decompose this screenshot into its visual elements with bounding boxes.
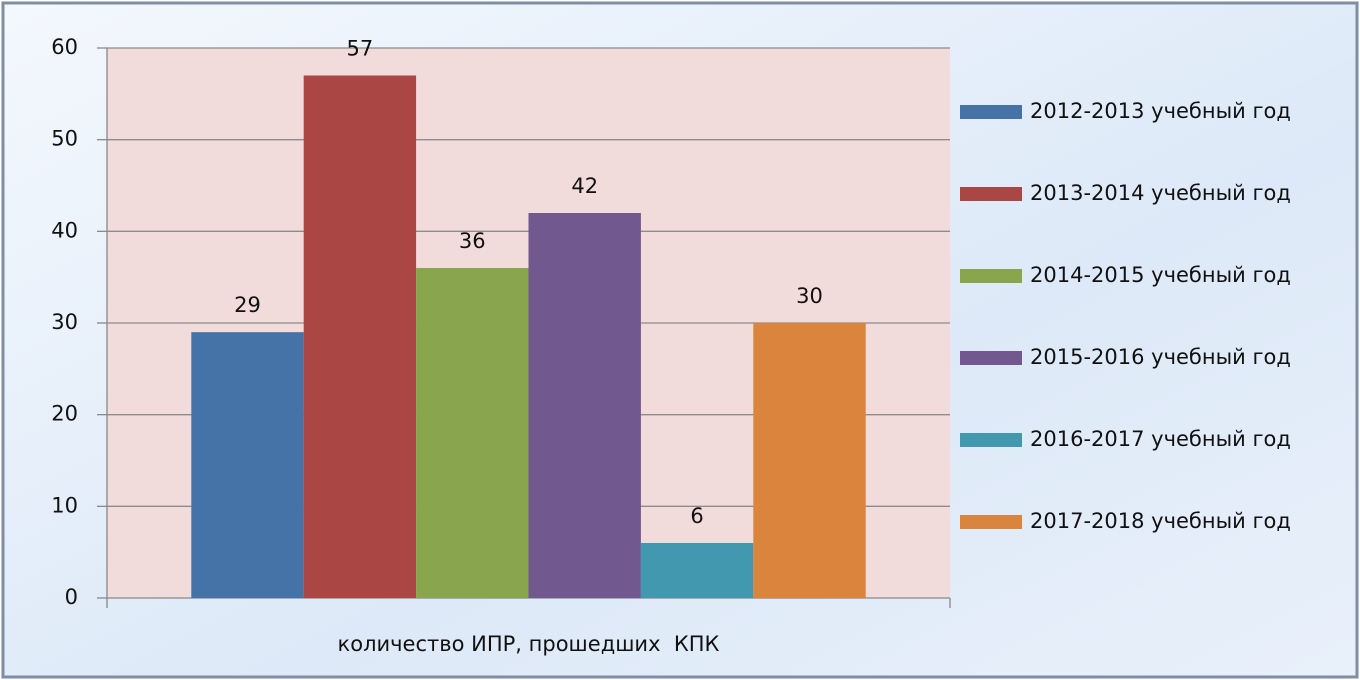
bar bbox=[191, 332, 304, 598]
legend-label: 2014-2015 учебный год bbox=[1030, 263, 1291, 287]
data-label: 29 bbox=[234, 293, 261, 317]
legend-label: 2015-2016 учебный год bbox=[1030, 345, 1291, 369]
x-tick-label: количество ИПР, прошедших КПК bbox=[338, 632, 720, 656]
data-label: 57 bbox=[347, 37, 374, 61]
legend-label: 2016-2017 учебный год bbox=[1030, 427, 1291, 451]
data-label: 30 bbox=[796, 284, 823, 308]
y-tick-label: 50 bbox=[51, 127, 78, 151]
legend-swatch bbox=[960, 187, 1022, 201]
y-tick-label: 20 bbox=[51, 402, 78, 426]
bar bbox=[303, 75, 417, 598]
y-tick-label: 0 bbox=[65, 585, 78, 609]
data-label: 42 bbox=[571, 174, 598, 198]
legend-label: 2012-2013 учебный год bbox=[1030, 99, 1291, 123]
bar bbox=[416, 268, 529, 598]
legend-swatch bbox=[960, 105, 1022, 119]
data-label: 36 bbox=[459, 229, 486, 253]
legend-swatch bbox=[960, 433, 1022, 447]
bar bbox=[753, 323, 866, 598]
legend-swatch bbox=[960, 351, 1022, 365]
bar bbox=[640, 543, 754, 598]
legend-label: 2013-2014 учебный год bbox=[1030, 181, 1291, 205]
y-tick-label: 30 bbox=[51, 310, 78, 334]
y-tick-label: 60 bbox=[51, 35, 78, 59]
data-label: 6 bbox=[690, 504, 703, 528]
legend-swatch bbox=[960, 269, 1022, 283]
bar bbox=[528, 213, 641, 598]
y-tick-label: 40 bbox=[51, 218, 78, 242]
y-tick-label: 10 bbox=[51, 493, 78, 517]
legend-swatch bbox=[960, 515, 1022, 529]
legend-label: 2017-2018 учебный год bbox=[1030, 509, 1291, 533]
